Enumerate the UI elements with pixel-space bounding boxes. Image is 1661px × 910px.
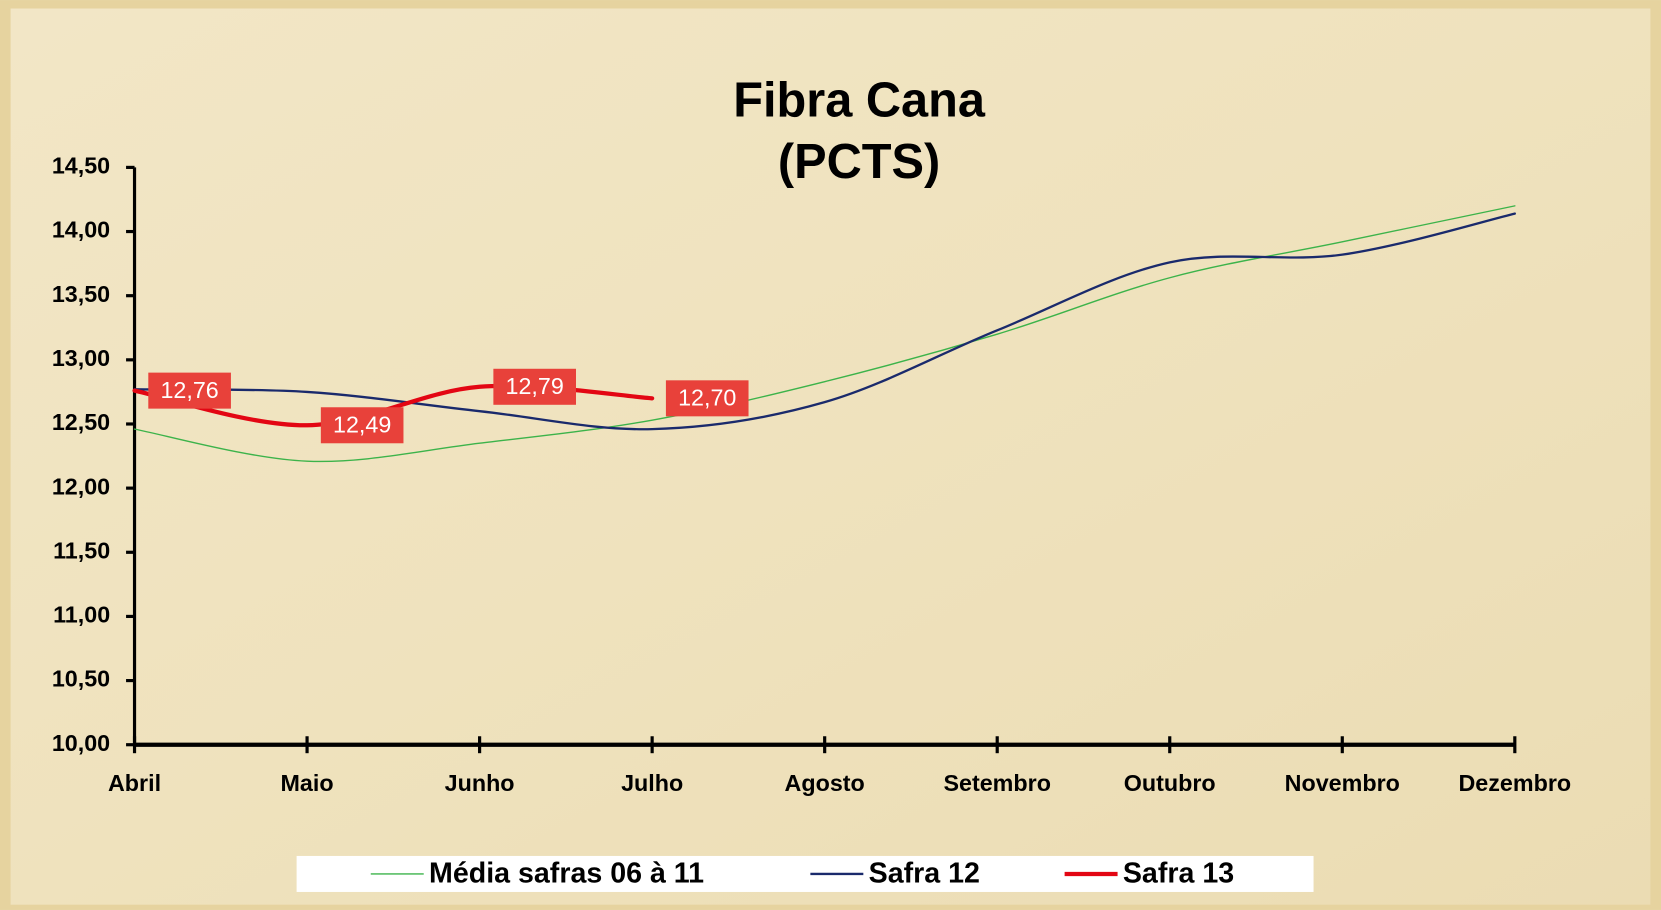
legend-box [296, 855, 1314, 892]
y-tick-label: 10,00 [52, 730, 110, 756]
x-tick-label: Agosto [785, 770, 865, 796]
value-label-box [148, 372, 231, 409]
value-label: 12,49 [333, 411, 391, 437]
x-tick-label: Outubro [1124, 770, 1216, 796]
series-line [133, 205, 1516, 463]
background [10, 8, 1651, 905]
y-tick-label: 12,00 [52, 473, 110, 499]
series-line [133, 212, 1516, 431]
y-tick-label: 11,00 [53, 602, 110, 628]
legend-label: Média safras 06 à 11 [429, 858, 704, 890]
x-tick-label: Novembro [1285, 770, 1400, 796]
x-tick-label: Julho [621, 770, 683, 796]
y-tick-label: 12,50 [52, 409, 110, 435]
x-tick-label: Abril [108, 770, 161, 796]
legend-label: Safra 13 [1123, 858, 1234, 890]
x-tick-label: Setembro [943, 770, 1050, 796]
value-label-box [320, 407, 404, 444]
x-tick-label: Dezembro [1458, 770, 1571, 796]
chart-subtitle: (PCTS) [778, 135, 940, 189]
y-tick-label: 10,50 [52, 666, 110, 692]
chart-title: Fibra Cana [733, 74, 986, 128]
x-tick-label: Junho [445, 770, 515, 796]
value-label: 12,79 [506, 373, 564, 399]
y-tick-label: 11,50 [53, 537, 110, 563]
value-label-box [493, 368, 577, 405]
legend-label: Safra 12 [869, 858, 980, 890]
y-tick-label: 14,00 [52, 217, 110, 243]
value-label-box [665, 380, 749, 417]
value-label: 12,76 [160, 377, 218, 403]
y-tick-label: 13,00 [52, 345, 110, 371]
x-tick-label: Maio [281, 770, 334, 796]
legend: Média safras 06 à 11 Safra 12 Safra 13 [296, 855, 1314, 892]
y-tick-label: 14,50 [52, 153, 110, 179]
value-label: 12,70 [678, 385, 736, 411]
y-tick-label: 13,50 [52, 281, 110, 307]
